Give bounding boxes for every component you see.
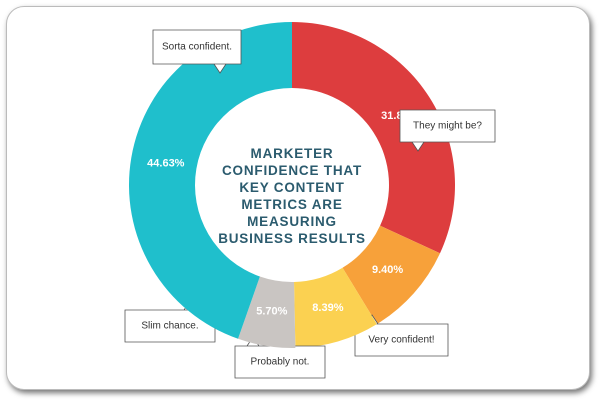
donut-slice: [128, 22, 292, 339]
donut-slice: [238, 276, 296, 349]
value-label: 44.63%: [147, 157, 185, 169]
callout-label: Sorta confident.: [162, 42, 232, 53]
donut-slice: [292, 22, 455, 254]
donut-slice: [342, 225, 441, 325]
donut-slice: [294, 267, 377, 348]
callout-label: Probably not.: [251, 357, 310, 368]
callout-box: [399, 109, 496, 152]
value-label: 8.39%: [312, 302, 343, 314]
callout-label: They might be?: [413, 121, 482, 132]
callout-box: [152, 29, 242, 74]
callout-label: Slim chance.: [141, 321, 198, 332]
callout-label: Very confident!: [368, 335, 434, 346]
value-label: 5.70%: [256, 305, 287, 317]
value-label: 9.40%: [372, 264, 403, 276]
chart-title: MARKETER CONFIDENCE THAT KEY CONTENT MET…: [218, 146, 366, 246]
